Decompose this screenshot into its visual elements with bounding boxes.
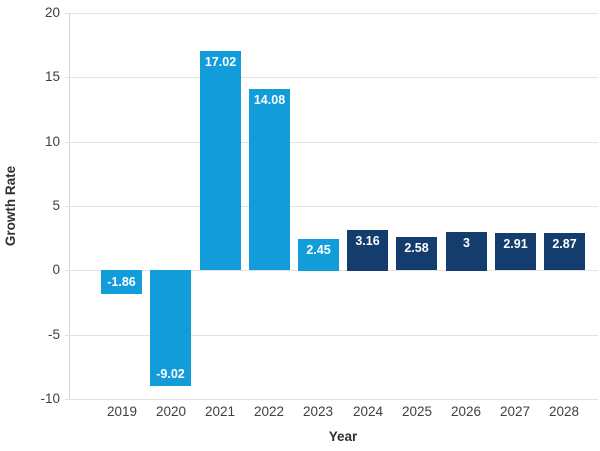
x-tick-label-2028: 2028 (548, 404, 580, 419)
bar-value-label-2021: 17.02 (204, 55, 237, 69)
bar-value-label-2022: 14.08 (253, 93, 286, 107)
x-tick-label-2025: 2025 (401, 404, 433, 419)
x-tick-label-2024: 2024 (352, 404, 384, 419)
y-axis-line (69, 13, 70, 399)
gridline-5 (65, 206, 598, 207)
bar-value-label-2025: 2.58 (404, 241, 429, 255)
bar-2019: -1.86 (101, 270, 142, 294)
x-tick-label-2020: 2020 (155, 404, 187, 419)
x-tick-label-2027: 2027 (499, 404, 531, 419)
bar-2027: 2.91 (495, 233, 536, 270)
y-tick-label: -10 (40, 391, 60, 406)
bar-2028: 2.87 (544, 233, 585, 270)
bar-2026: 3 (446, 232, 487, 271)
bar-2020: -9.02 (150, 270, 191, 386)
x-tick-label-2023: 2023 (302, 404, 334, 419)
y-tick-label: 20 (44, 5, 60, 20)
bar-value-label-2026: 3 (463, 236, 470, 250)
bar-value-label-2027: 2.91 (503, 237, 528, 251)
x-tick-label-2026: 2026 (450, 404, 482, 419)
x-tick-label-2019: 2019 (106, 404, 138, 419)
gridline--5 (65, 335, 598, 336)
x-tick-label-2021: 2021 (204, 404, 236, 419)
bar-2022: 14.08 (249, 89, 290, 270)
bar-2021: 17.02 (200, 51, 241, 270)
x-axis-title: Year (328, 429, 358, 444)
x-tick-label-2022: 2022 (253, 404, 285, 419)
gridline--10 (65, 399, 598, 400)
bar-value-label-2023: 2.45 (306, 243, 331, 257)
y-tick-label: 5 (52, 198, 60, 213)
gridline-10 (65, 142, 598, 143)
y-tick-label: 10 (44, 134, 60, 149)
bar-2023: 2.45 (298, 239, 339, 271)
bar-value-label-2019: -1.86 (107, 275, 136, 289)
bar-2025: 2.58 (396, 237, 437, 270)
bar-2024: 3.16 (347, 230, 388, 271)
y-tick-label: -5 (47, 327, 60, 342)
y-tick-label: 15 (44, 69, 60, 84)
y-tick-label: 0 (52, 262, 60, 277)
bar-value-label-2020: -9.02 (156, 367, 185, 381)
gridline-20 (65, 13, 598, 14)
bar-value-label-2024: 3.16 (355, 234, 380, 248)
gridline-15 (65, 77, 598, 78)
bar-value-label-2028: 2.87 (552, 237, 577, 251)
